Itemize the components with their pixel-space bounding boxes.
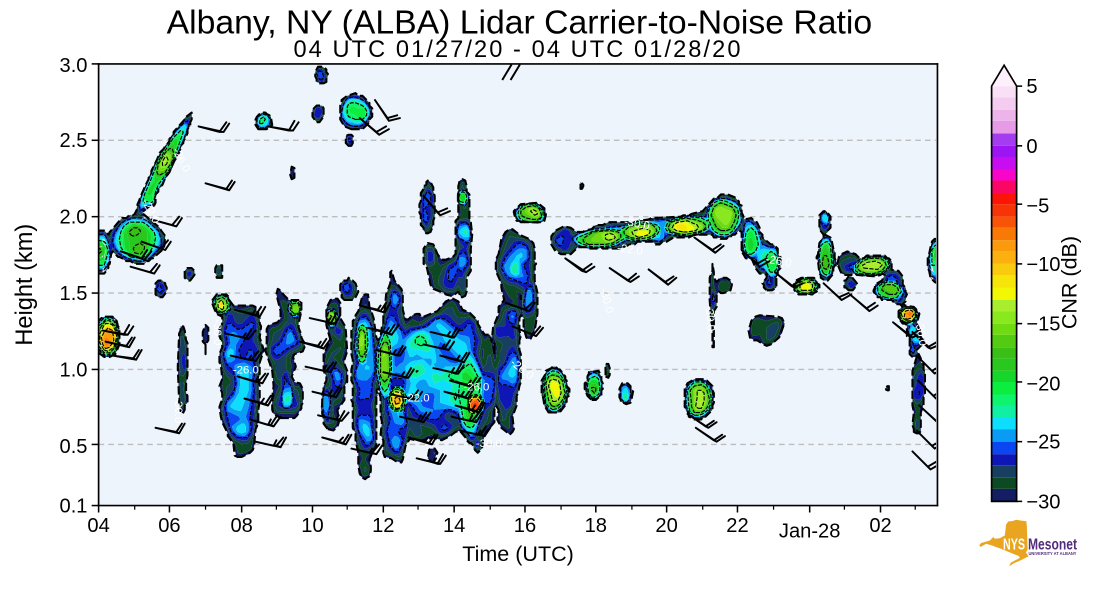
svg-text:-22.0: -22.0 bbox=[404, 392, 430, 404]
svg-text:20: 20 bbox=[655, 515, 677, 537]
svg-text:−25: −25 bbox=[1026, 432, 1060, 454]
svg-text:-30.0: -30.0 bbox=[172, 397, 184, 423]
svg-text:-30.0: -30.0 bbox=[703, 305, 717, 332]
svg-text:16: 16 bbox=[514, 515, 536, 537]
svg-text:12: 12 bbox=[372, 515, 394, 537]
svg-text:−5: −5 bbox=[1026, 196, 1049, 218]
svg-text:-30.0: -30.0 bbox=[912, 319, 928, 347]
svg-text:0: 0 bbox=[1026, 136, 1037, 158]
svg-text:-30.0: -30.0 bbox=[211, 319, 223, 345]
svg-text:1.0: 1.0 bbox=[60, 359, 88, 381]
svg-text:-26.0: -26.0 bbox=[233, 365, 259, 377]
svg-text:-30.0: -30.0 bbox=[597, 287, 615, 315]
svg-text:-30.0: -30.0 bbox=[623, 216, 651, 232]
svg-text:Time (UTC): Time (UTC) bbox=[462, 542, 574, 566]
svg-text:14: 14 bbox=[443, 515, 465, 537]
svg-text:UNIVERSITY AT ALBANY: UNIVERSITY AT ALBANY bbox=[1029, 551, 1077, 556]
svg-text:10: 10 bbox=[301, 515, 323, 537]
svg-text:22: 22 bbox=[726, 515, 748, 537]
svg-text:06: 06 bbox=[158, 515, 180, 537]
svg-text:−20: −20 bbox=[1026, 373, 1060, 395]
svg-text:04 UTC 01/27/20 - 04 UTC 01/28: 04 UTC 01/27/20 - 04 UTC 01/28/20 bbox=[293, 37, 742, 63]
svg-text:−15: −15 bbox=[1026, 314, 1060, 336]
svg-text:NYS: NYS bbox=[1003, 537, 1025, 554]
svg-text:0.1: 0.1 bbox=[60, 495, 88, 517]
svg-text:-26.0: -26.0 bbox=[765, 254, 793, 270]
svg-text:−30: −30 bbox=[1026, 491, 1060, 513]
svg-text:04: 04 bbox=[87, 515, 109, 537]
svg-text:08: 08 bbox=[230, 515, 252, 537]
svg-text:2.5: 2.5 bbox=[60, 130, 88, 152]
svg-text:Albany, NY (ALBA) Lidar Carrie: Albany, NY (ALBA) Lidar Carrier-to-Noise… bbox=[167, 3, 873, 41]
svg-text:Mesonet: Mesonet bbox=[1028, 537, 1077, 554]
svg-text:3.0: 3.0 bbox=[60, 55, 88, 77]
svg-text:02: 02 bbox=[869, 515, 891, 537]
svg-text:-26.0: -26.0 bbox=[463, 381, 489, 393]
svg-text:Height (km): Height (km) bbox=[12, 224, 38, 346]
svg-text:−10: −10 bbox=[1026, 254, 1060, 276]
svg-text:-30.0: -30.0 bbox=[476, 438, 502, 450]
svg-text:2.0: 2.0 bbox=[60, 207, 88, 229]
svg-text:CNR (dB): CNR (dB) bbox=[1057, 236, 1081, 329]
svg-text:18: 18 bbox=[585, 515, 607, 537]
svg-text:Jan-28: Jan-28 bbox=[779, 520, 841, 542]
svg-text:5: 5 bbox=[1026, 76, 1037, 98]
svg-text:0.5: 0.5 bbox=[60, 436, 88, 458]
svg-text:1.5: 1.5 bbox=[60, 283, 88, 305]
svg-text:-22.0: -22.0 bbox=[616, 242, 643, 257]
